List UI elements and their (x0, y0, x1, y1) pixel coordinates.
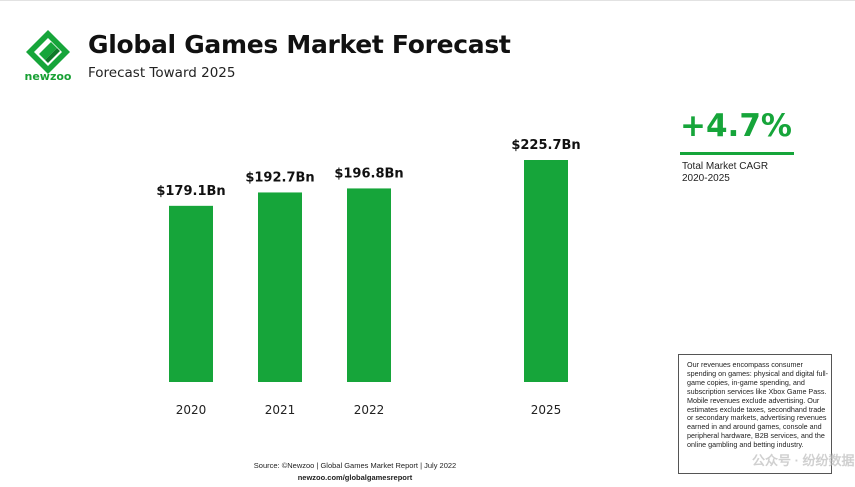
data-label-2022: $196.8Bn (334, 166, 403, 181)
bar-2021 (258, 192, 302, 382)
data-label-2025: $225.7Bn (511, 138, 580, 153)
source-text: Source: ©Newzoo | Global Games Market Re… (253, 461, 457, 470)
watermark: 公众号 · 纷纷数据 (752, 453, 855, 468)
data-label-2020: $179.1Bn (156, 184, 225, 199)
cagr-value: +4.7% (680, 108, 792, 144)
cagr-label: Total Market CAGR 2020-2025 (682, 161, 768, 185)
x-tick-label-2022: 2022 (354, 403, 385, 417)
x-tick-label-2025: 2025 (531, 403, 562, 417)
bar-2025 (524, 160, 568, 382)
top-divider (0, 0, 855, 1)
data-label-2021: $192.7Bn (245, 170, 314, 185)
x-tick-label-2021: 2021 (265, 403, 296, 417)
page-title: Global Games Market Forecast (88, 30, 511, 59)
brand-name: newzoo (24, 70, 72, 83)
x-tick-label-2020: 2020 (176, 403, 207, 417)
newzoo-logo-icon (26, 30, 70, 74)
methodology-note: Our revenues encompass consumer spending… (678, 354, 832, 474)
cagr-label-line1: Total Market CAGR (682, 161, 769, 172)
source-url: newzoo.com/globalgamesreport (297, 473, 413, 482)
bar-2022 (347, 188, 391, 382)
page-subtitle: Forecast Toward 2025 (88, 65, 236, 81)
cagr-underline (680, 152, 794, 155)
bar-2020 (169, 205, 213, 382)
cagr-label-line2: 2020-2025 (682, 173, 730, 184)
